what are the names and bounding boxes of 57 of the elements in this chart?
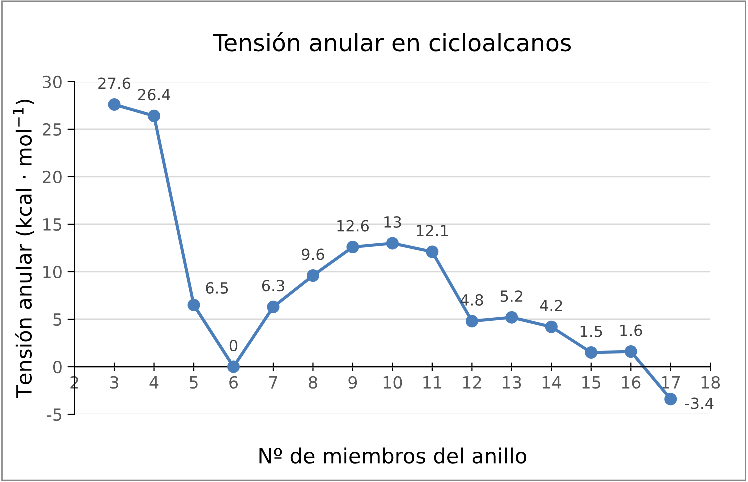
point [426, 246, 439, 258]
data-label: 1.5 [580, 326, 602, 338]
point [585, 346, 598, 360]
y-axis-title: Tensión anular (kcal · mol$^{−1}$) [13, 100, 35, 398]
x-tick-label: 4 [150, 376, 159, 389]
x-tick-label: 18 [702, 376, 720, 389]
y-tick-label: -5 [47, 408, 62, 422]
data-label: -3.4 [686, 398, 714, 410]
y-tick-label: 20 [43, 170, 62, 184]
data-label: 6.5 [206, 282, 228, 294]
data-label: 6.3 [262, 280, 284, 292]
point [466, 315, 478, 328]
point [108, 98, 121, 111]
x-tick-label: 6 [230, 376, 238, 389]
x-tick-label: 10 [384, 376, 402, 389]
data-label: 0 [230, 340, 238, 352]
y-tick-label: 5 [54, 314, 62, 326]
y-tick-label: 0 [53, 360, 62, 374]
data-label: 1.6 [620, 324, 642, 336]
point [506, 311, 518, 324]
x-tick-label: 9 [348, 376, 358, 389]
data-label: 13 [384, 216, 402, 228]
point [664, 393, 678, 406]
point [386, 237, 399, 250]
point [228, 360, 240, 374]
data-label: 9.6 [302, 248, 324, 260]
point [545, 320, 558, 334]
x-tick-label: 14 [542, 376, 562, 389]
data-label: 26.4 [138, 89, 170, 101]
x-tick-label: 3 [110, 376, 119, 389]
data-label: 27.6 [98, 78, 131, 90]
y-tick-label: 25 [43, 123, 62, 136]
chart-title: Tensión anular en cicloalcanos [213, 32, 572, 52]
point [267, 300, 280, 314]
x-tick-label: 7 [270, 376, 278, 389]
x-tick-label: 16 [622, 376, 641, 389]
point [624, 346, 638, 358]
data-label: 12.1 [417, 225, 448, 236]
x-tick-label: 15 [582, 376, 601, 389]
x-tick-label: 12 [463, 376, 482, 389]
x-tick-label: 11 [424, 376, 442, 389]
x-axis-title: Nº de miembros del anillo [260, 448, 527, 464]
x-tick-label: 8 [309, 376, 318, 389]
data-label: 5.2 [500, 290, 523, 302]
y-tick-label: 10 [44, 266, 62, 279]
x-tick-label: 5 [190, 376, 198, 389]
data-label: 4.2 [540, 300, 562, 312]
x-tick-label: 13 [503, 376, 522, 389]
point [148, 110, 161, 122]
point [188, 298, 200, 312]
data-label: 4.8 [460, 294, 484, 306]
point [306, 270, 320, 282]
point [346, 241, 360, 254]
data-label: 12.6 [338, 220, 370, 232]
x-tick-label: 17 [662, 376, 680, 389]
y-tick-label: 30 [43, 76, 62, 89]
y-tick-label: 15 [44, 218, 62, 232]
